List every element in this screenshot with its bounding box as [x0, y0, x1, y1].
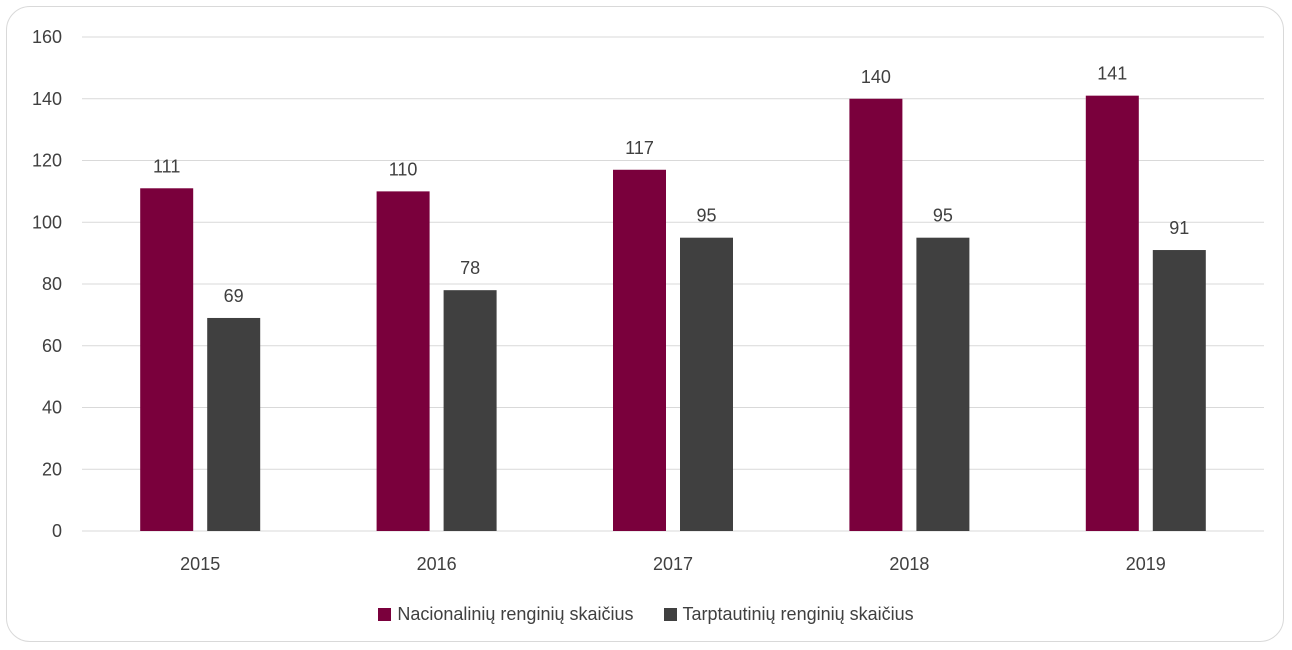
- x-tick-label: 2015: [180, 554, 220, 574]
- y-tick-label: 120: [32, 151, 62, 171]
- data-label-series-1: 69: [224, 286, 244, 306]
- data-label-series-1: 95: [696, 206, 716, 226]
- legend: Nacionalinių renginių skaičius Tarptauti…: [0, 604, 1292, 625]
- y-tick-label: 20: [42, 459, 62, 479]
- bar-series-0: [1085, 95, 1139, 531]
- y-tick-label: 80: [42, 274, 62, 294]
- legend-swatch-series-1: [663, 608, 677, 621]
- y-tick-label: 100: [32, 212, 62, 232]
- bar-series-1: [443, 290, 497, 531]
- gridlines: [82, 36, 1264, 532]
- bar-series-1: [680, 237, 733, 531]
- y-tick-label: 60: [42, 336, 62, 356]
- data-labels: 111 69 110 78 117 95 140 95 141 91: [153, 64, 1189, 306]
- data-label-series-0: 110: [389, 159, 418, 179]
- legend-item-series-0: Nacionalinių renginių skaičius: [378, 604, 634, 625]
- data-label-series-1: 78: [460, 258, 480, 278]
- y-axis-ticks: 0 20 40 60 80 100 120 140 160: [32, 27, 62, 541]
- bars: [140, 95, 1206, 531]
- data-label-series-1: 91: [1169, 218, 1189, 238]
- legend-item-series-1: Tarptautinių renginių skaičius: [663, 604, 914, 625]
- x-tick-label: 2019: [1126, 554, 1166, 574]
- bar-series-1: [207, 317, 261, 531]
- data-label-series-0: 141: [1097, 64, 1127, 84]
- legend-label-series-1: Tarptautinių renginių skaičius: [682, 604, 914, 624]
- data-label-series-1: 95: [933, 206, 953, 226]
- bar-series-0: [849, 98, 903, 531]
- bar-series-0: [613, 169, 666, 531]
- y-tick-label: 140: [32, 89, 62, 109]
- bar-series-1: [1152, 250, 1206, 531]
- data-label-series-0: 117: [625, 138, 654, 158]
- y-tick-label: 40: [42, 398, 62, 418]
- bar-series-0: [140, 188, 194, 531]
- data-label-series-0: 111: [153, 156, 180, 176]
- legend-swatch-series-0: [378, 608, 392, 621]
- y-tick-label: 160: [32, 27, 62, 47]
- x-tick-label: 2016: [417, 554, 457, 574]
- bar-series-1: [916, 237, 970, 531]
- legend-label-series-0: Nacionalinių renginių skaičius: [397, 604, 634, 624]
- y-tick-label: 0: [52, 521, 62, 541]
- x-axis-ticks: 2015 2016 2017 2018 2019: [180, 554, 1166, 574]
- data-label-series-0: 140: [861, 67, 891, 87]
- bar-chart: 111 69 110 78 117 95 140 95 141 91 0 20 40 60 80 100 12…: [32, 27, 1264, 574]
- bar-series-0: [376, 191, 430, 531]
- x-tick-label: 2018: [889, 554, 929, 574]
- x-tick-label: 2017: [653, 554, 693, 574]
